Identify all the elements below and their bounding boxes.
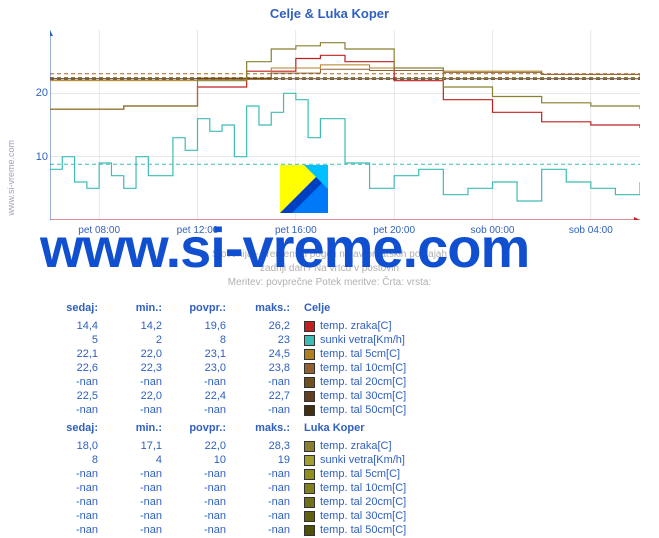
celje-table: sedaj:min.:povpr.:maks.:Celje14,414,219,…: [38, 300, 448, 418]
chart-title: Celje & Luka Koper: [0, 6, 659, 21]
logo-icon: [280, 165, 328, 213]
chart-area: [50, 30, 640, 220]
watermark-side: www.si-vreme.com: [6, 140, 16, 216]
koper-table: sedaj:min.:povpr.:maks.:Luka Koper18,017…: [38, 420, 448, 538]
chart-subtitle: Slovenija - vremenski pogoji na avtomats…: [0, 248, 659, 290]
koper-datablock: sedaj:min.:povpr.:maks.:Luka Koper18,017…: [38, 420, 448, 538]
celje-datablock: sedaj:min.:povpr.:maks.:Celje14,414,219,…: [38, 300, 448, 418]
line-chart: [50, 30, 640, 220]
